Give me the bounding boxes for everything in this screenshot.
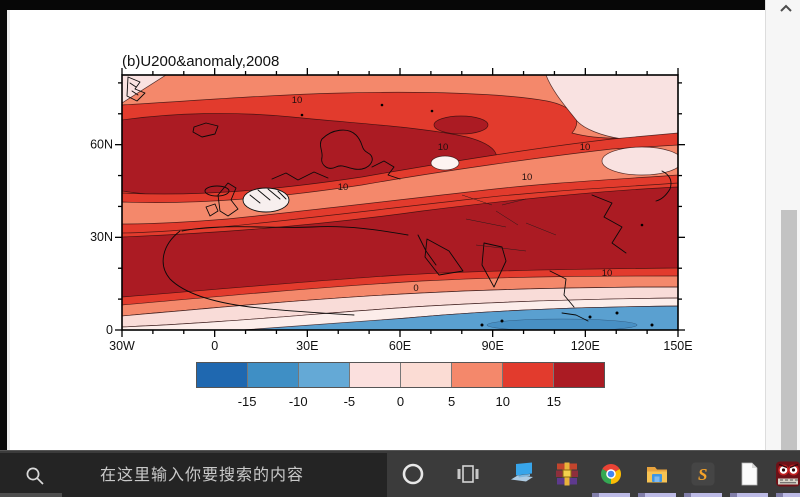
left-gutter <box>7 10 10 450</box>
running-indicator <box>730 493 768 497</box>
colorbar-segment <box>350 363 401 387</box>
x-tick-label: 60E <box>389 339 411 353</box>
taskbar: 在这里输入你要搜索的内容 <box>0 450 800 497</box>
contour-label: 10 <box>438 142 449 153</box>
contour-label: 10 <box>338 182 349 193</box>
left-black-strip <box>0 10 7 450</box>
colorbar-tick-label: -10 <box>288 394 308 409</box>
x-tick-label: 90E <box>482 339 504 353</box>
vertical-scrollbar[interactable] <box>765 0 800 450</box>
taskbar-corner-bar <box>0 493 62 497</box>
y-tick-label: 60N <box>90 137 113 151</box>
x-tick-label: 0 <box>211 339 218 353</box>
search-placeholder: 在这里输入你要搜索的内容 <box>100 467 305 484</box>
contour-label: 10 <box>580 142 591 153</box>
colorbar-tick-label: -15 <box>237 394 257 409</box>
y-axis-labels: 60N 30N 0 <box>90 137 113 337</box>
contour-labels: 10 10 10 10 10 10 0 <box>292 95 613 294</box>
scroll-up-button[interactable] <box>778 2 794 16</box>
x-tick-label: 120E <box>571 339 600 353</box>
colorbar-tick-label: 15 <box>546 394 562 409</box>
file-explorer-icon[interactable] <box>643 460 671 488</box>
hatched-lake <box>242 187 290 213</box>
colorbar-segment <box>248 363 299 387</box>
colorbar-tick-label: 0 <box>396 394 405 409</box>
x-axis-labels: 30W 0 30E 60E 90E 120E 150E <box>109 339 692 353</box>
notepad-icon[interactable] <box>735 460 763 488</box>
taskbar-search-box[interactable]: 在这里输入你要搜索的内容 <box>0 453 387 497</box>
colorbar-tick-label: 10 <box>495 394 510 409</box>
x-tick-label: 30W <box>109 339 135 353</box>
coastlines <box>126 76 672 327</box>
colorbar-labels: -15 -10 -5 0 5 10 15 <box>196 388 605 409</box>
colorbar-segment <box>401 363 452 387</box>
top-black-strip <box>0 0 765 10</box>
x-tick-label: 150E <box>663 339 692 353</box>
contour-label: 10 <box>292 95 303 106</box>
winrar-icon[interactable] <box>553 460 581 488</box>
sublime-text-icon[interactable]: S <box>689 460 717 488</box>
colorbar-tick-label: -5 <box>343 394 356 409</box>
y-tick-label: 30N <box>90 230 113 244</box>
contour-label: 0 <box>413 283 418 294</box>
document-page: (b)U200&anomaly,2008 <box>10 10 765 450</box>
contour-label: 10 <box>522 172 533 183</box>
colorbar-segment <box>554 363 604 387</box>
colorbar-segments <box>196 362 605 388</box>
colorbar: -15 -10 -5 0 5 10 15 <box>196 362 605 424</box>
task-view-icon[interactable] <box>454 460 482 488</box>
running-indicator <box>638 493 676 497</box>
colorbar-segment <box>197 363 248 387</box>
cortana-icon[interactable] <box>399 460 427 488</box>
axis-ticks <box>115 68 685 337</box>
scrollbar-thumb[interactable] <box>781 210 797 450</box>
contour-label: 10 <box>602 268 613 279</box>
running-indicator <box>776 493 800 497</box>
svg-text:S: S <box>698 465 707 484</box>
running-indicator <box>684 493 722 497</box>
colorbar-tick-label: 5 <box>448 394 456 409</box>
dictionary-mascot-icon[interactable] <box>775 460 800 488</box>
contour-map: (b)U200&anomaly,2008 <box>90 53 693 353</box>
pc-display-icon[interactable] <box>508 460 536 488</box>
map-canvas <box>122 75 678 330</box>
colorbar-segment <box>452 363 503 387</box>
chart-title: (b)U200&anomaly,2008 <box>122 53 279 70</box>
x-tick-label: 30E <box>296 339 318 353</box>
y-tick-label: 0 <box>106 323 113 337</box>
colorbar-segment <box>503 363 554 387</box>
running-indicator <box>592 493 630 497</box>
colorbar-segment <box>299 363 350 387</box>
chrome-icon[interactable] <box>597 460 625 488</box>
search-icon <box>26 467 44 485</box>
